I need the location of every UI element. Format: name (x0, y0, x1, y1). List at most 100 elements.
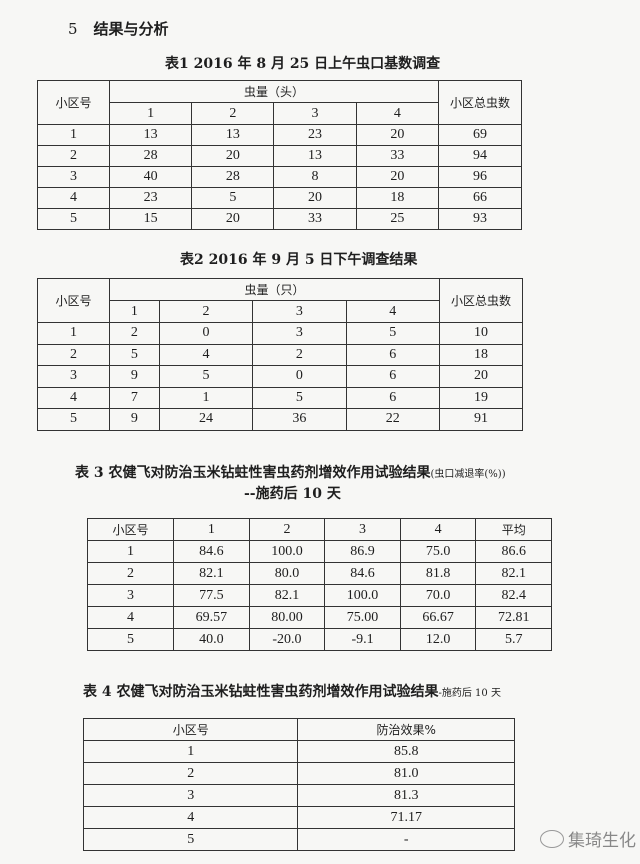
table2: 小区号 虫量（只） 小区总虫数 1 2 3 4 1 2 0 3 5 10 2 5 4 2 6 18 3 9 5 0 6 20 4 7… (37, 278, 523, 431)
header-cell: 虫量（头） (109, 80, 439, 103)
table-cell: 22 (345, 408, 441, 431)
table-row: 3 77.5 82.1 100.0 70.0 82.4 (86, 584, 552, 607)
table-cell: - (297, 828, 515, 851)
header-cell: 小区总虫数 (438, 80, 522, 125)
table-cell: 91 (439, 408, 523, 431)
table-cell: 1 (37, 124, 110, 146)
table-cell: 5 (37, 208, 110, 230)
table-cell: 23 (108, 187, 193, 209)
table-cell: 1 (37, 322, 110, 345)
table-cell: 20 (191, 208, 275, 230)
table-cell: 81.3 (297, 784, 515, 807)
table-cell: 82.1 (248, 584, 326, 607)
table-cell: 36 (252, 408, 347, 431)
table3: 小区号 1 2 3 4 平均 1 84.6 100.0 86.9 75.0 86.6 2 82.1 80.0… (86, 518, 552, 651)
table-row: 5 15 20 33 25 93 (37, 208, 522, 230)
table-cell: 40 (108, 166, 193, 188)
table-cell: 5.7 (475, 628, 552, 651)
table-cell: 33 (273, 208, 357, 230)
table4-title: 表 4 农健飞对防治玉米钻蛀性害虫药剂增效作用试验结果-施药后 10 天 (83, 684, 501, 700)
header-cell: 3 (252, 300, 347, 323)
table3-subtitle: --施药后 10 天 (244, 486, 341, 502)
table-cell: 20 (273, 187, 357, 209)
table-cell: 3 (82, 784, 299, 807)
table-cell: 5 (86, 628, 175, 651)
table-cell: 28 (191, 166, 275, 188)
table-cell: 1 (86, 540, 175, 563)
table-cell: 2 (109, 322, 160, 345)
table-row: 5 9 24 36 22 91 (37, 408, 523, 431)
table-cell: 69.57 (173, 606, 250, 629)
table-cell: 28 (108, 145, 193, 167)
table-row: 1 13 13 23 20 69 (37, 124, 522, 146)
table-row: 小区号 1 2 3 4 平均 (86, 518, 552, 541)
table-row: 小区号 防治效果% (82, 718, 515, 741)
table-cell: 12.0 (399, 628, 477, 651)
header-cell: 4 (355, 102, 440, 125)
table-cell: 5 (109, 343, 160, 366)
header-cell: 小区总虫数 (439, 278, 523, 323)
header-cell: 2 (248, 518, 326, 541)
table-cell: 100.0 (324, 584, 401, 607)
table-cell: 15 (108, 208, 193, 230)
header-cell: 1 (109, 300, 160, 323)
table-cell: 0 (252, 365, 347, 388)
table-row: 5 40.0 -20.0 -9.1 12.0 5.7 (86, 628, 552, 651)
table1: 小区号 虫量（头） 小区总虫数 1 2 3 4 1 13 13 23 20 69 2 28 20 13 33 94 3… (37, 80, 522, 230)
table-cell: 20 (439, 365, 523, 388)
table-cell: 33 (355, 145, 440, 167)
table-cell: 10 (439, 322, 523, 345)
table-cell: 5 (345, 322, 441, 345)
table-cell: 25 (355, 208, 440, 230)
table-cell: 85.8 (297, 740, 515, 763)
table-cell: 9 (109, 365, 160, 388)
table-cell: 94 (438, 145, 522, 167)
table-cell: 71.17 (297, 806, 515, 829)
table-cell: 1 (82, 740, 299, 763)
table-cell: 3 (252, 322, 347, 345)
section-heading: 5 结果与分析 (68, 20, 169, 38)
table-cell: 93 (438, 208, 522, 230)
table-cell: 4 (37, 386, 110, 409)
table-cell: 19 (439, 386, 523, 409)
table-cell: 80.00 (248, 606, 326, 629)
header-cell: 4 (345, 300, 441, 323)
table-cell: 6 (345, 365, 441, 388)
table-cell: 5 (158, 365, 254, 388)
table-cell: 82.1 (173, 562, 250, 585)
table-cell: 100.0 (248, 540, 326, 563)
table-cell: 6 (345, 386, 441, 409)
table-cell: 77.5 (173, 584, 250, 607)
table-row: 3 81.3 (82, 784, 515, 807)
table-cell: 6 (345, 343, 441, 366)
table-cell: 7 (109, 386, 160, 409)
table-cell: -20.0 (248, 628, 326, 651)
table-cell: 4 (82, 806, 299, 829)
table-cell: 66 (438, 187, 522, 209)
header-cell: 小区号 (37, 80, 110, 125)
table-cell: 5 (191, 187, 275, 209)
watermark: 集琦生化 (540, 826, 636, 851)
table-row: 2 82.1 80.0 84.6 81.8 82.1 (86, 562, 552, 585)
header-cell: 2 (158, 300, 254, 323)
table-row: 1 2 0 3 5 10 (37, 322, 523, 345)
table-cell: 9 (109, 408, 160, 431)
table-cell: 5 (82, 828, 299, 851)
table-cell: 4 (158, 343, 254, 366)
table-cell: 70.0 (399, 584, 477, 607)
header-cell: 虫量（只） (109, 278, 440, 301)
header-cell: 小区号 (82, 718, 299, 741)
table-row: 4 71.17 (82, 806, 515, 829)
table-cell: 81.0 (297, 762, 515, 785)
header-cell: 3 (273, 102, 357, 125)
table1-title: 表1 2016 年 8 月 25 日上午虫口基数调查 (165, 56, 441, 72)
table-row: 4 23 5 20 18 66 (37, 187, 522, 209)
table-row: 4 7 1 5 6 19 (37, 386, 523, 409)
table-cell: 75.0 (399, 540, 477, 563)
table-cell: 69 (438, 124, 522, 146)
table-cell: 2 (37, 145, 110, 167)
table3-title: 表 3 农健飞对防治玉米钻蛀性害虫药剂增效作用试验结果(虫口减退率(%)) (75, 465, 506, 481)
table-cell: 18 (355, 187, 440, 209)
wechat-icon (540, 829, 564, 848)
